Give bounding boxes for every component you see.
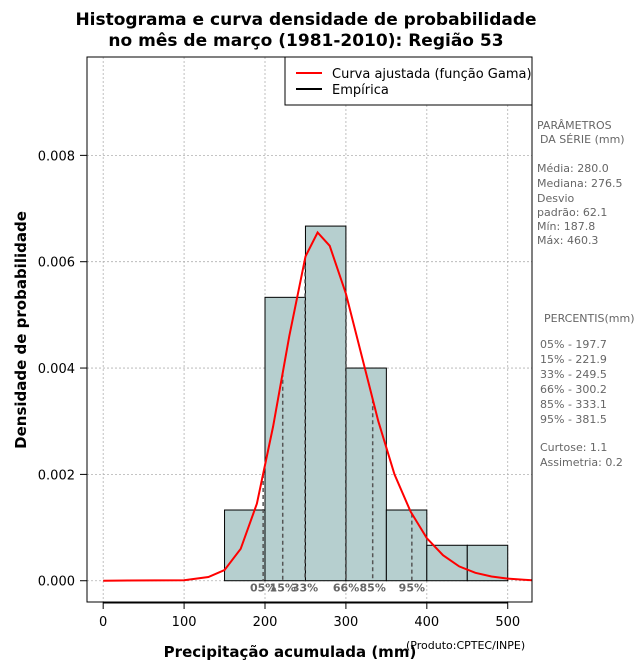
param-mediana: Mediana: 276.5 (537, 177, 622, 190)
y-tick-label-0: 0.000 (38, 575, 75, 590)
chart-title-line-2: no mês de março (1981-2010): Região 53 (108, 31, 503, 51)
percentil-66: 66% - 300.2 (540, 383, 607, 396)
y-tick-label-4: 0.008 (38, 149, 75, 164)
x-tick-label-100: 100 (172, 615, 197, 630)
x-tick-label-0: 0 (99, 615, 107, 630)
params-title-2: DA SÉRIE (mm) (540, 133, 625, 146)
histogram-bar-350-400 (385, 509, 428, 582)
series-parameters-panel: PARÂMETROS DA SÉRIE (mm) Média: 280.0 Me… (537, 119, 635, 469)
histogram-bars (224, 225, 509, 582)
histogram-bar-150-200 (224, 509, 266, 582)
percentile-label-15: 15% (270, 582, 296, 595)
percentile-label-33: 33% (292, 582, 318, 595)
y-axis-label: Densidade de probabilidade (12, 211, 30, 449)
legend-box (284, 56, 533, 106)
y-tick-label-2: 0.004 (38, 362, 75, 377)
chart-title-line-1: Histograma e curva densidade de probabil… (75, 10, 536, 30)
percentil-05: 05% - 197.7 (540, 338, 607, 351)
percentile-label-66: 66% (333, 582, 359, 595)
histogram-bar-300-350 (345, 367, 387, 582)
param-desvio-2: padrão: 62.1 (537, 206, 607, 219)
legend-empirical-label: Empírica (332, 83, 389, 98)
params-title-1: PARÂMETROS (537, 119, 612, 132)
x-tick-label-400: 400 (414, 615, 439, 630)
percentil-95: 95% - 381.5 (540, 413, 607, 426)
x-tick-label-500: 500 (495, 615, 520, 630)
y-tick-label-3: 0.006 (38, 256, 75, 271)
percentile-lines (262, 258, 413, 581)
percentile-label-95: 95% (399, 582, 425, 595)
percentil-33: 33% - 249.5 (540, 368, 607, 381)
percentile-label-05: 05% (250, 582, 276, 595)
legend-curve-label: Curva ajustada (função Gama) (332, 67, 532, 82)
param-desvio-1: Desvio (537, 192, 575, 205)
product-credit: (Produto:CPTEC/INPE) (406, 639, 525, 652)
percentile-label-85: 85% (360, 582, 386, 595)
x-axis-label: Precipitação acumulada (mm) (164, 643, 417, 660)
param-min: Mín: 187.8 (537, 220, 595, 233)
y-tick-label-1: 0.002 (38, 468, 75, 483)
percentis-title: PERCENTIS(mm) (544, 312, 635, 325)
param-assimetria: Assimetria: 0.2 (540, 456, 623, 469)
percentile-labels: 05%15%33% 66% 85% 95% (250, 582, 425, 595)
histogram-bar-250-300 (304, 225, 347, 582)
fitted-gamma-curve (103, 230, 533, 582)
x-axis: 0 100 200 300 400 500 (99, 602, 520, 630)
param-media: Média: 280.0 (537, 162, 609, 175)
percentil-85: 85% - 333.1 (540, 398, 607, 411)
histogram-bar-400-450 (426, 544, 468, 582)
param-max: Máx: 460.3 (537, 234, 598, 247)
y-axis: 0.000 0.002 0.004 0.006 0.008 (38, 149, 87, 590)
histogram-bar-200-250 (264, 296, 306, 582)
x-tick-label-300: 300 (333, 615, 358, 630)
percentil-15: 15% - 221.9 (540, 353, 607, 366)
legend: Curva ajustada (função Gama) Empírica (284, 56, 533, 106)
x-tick-label-200: 200 (253, 615, 278, 630)
param-curtose: Curtose: 1.1 (540, 441, 607, 454)
